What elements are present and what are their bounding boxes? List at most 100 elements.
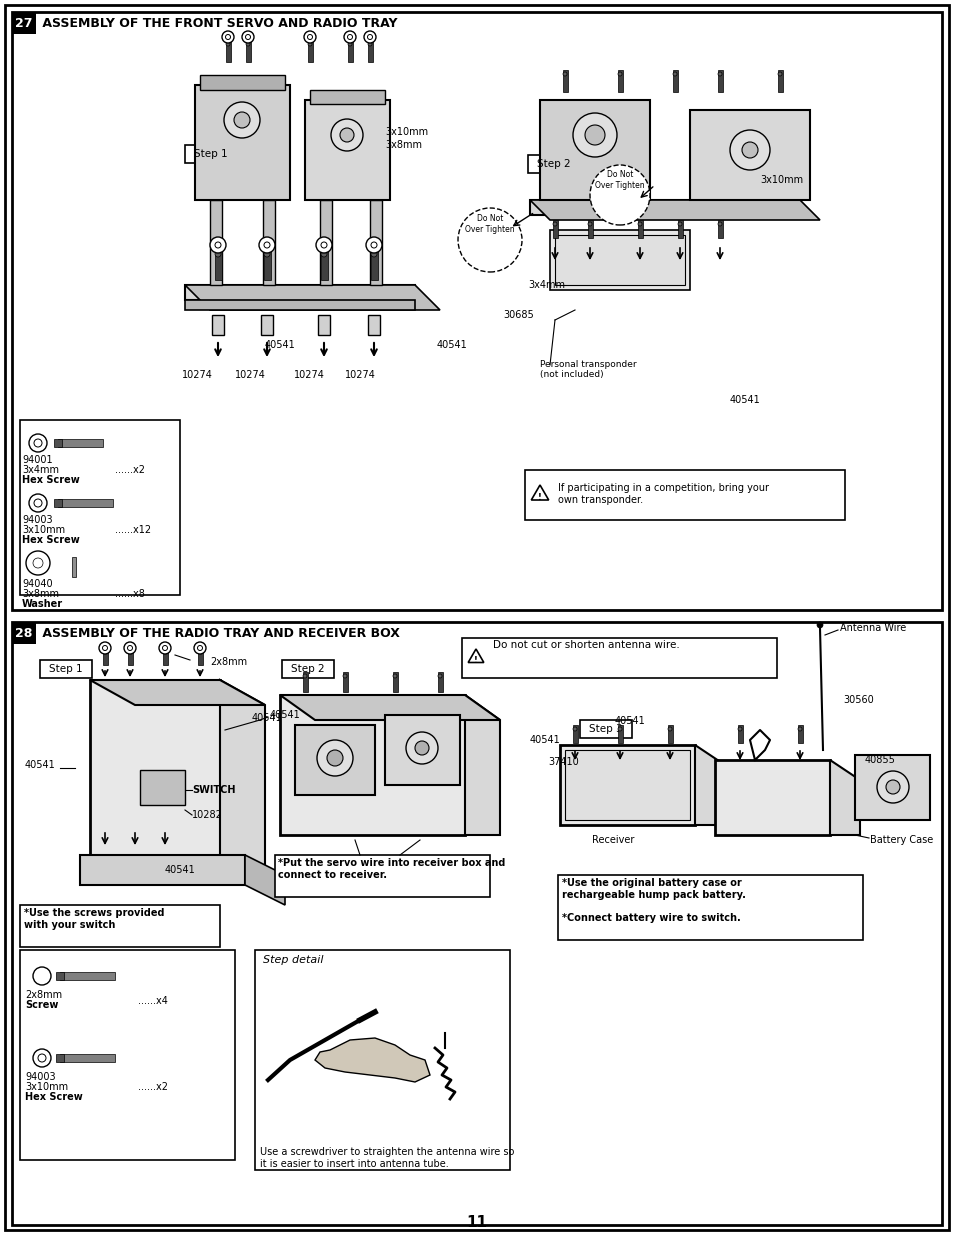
Bar <box>163 643 168 664</box>
Circle shape <box>367 35 372 40</box>
Circle shape <box>316 740 353 776</box>
Text: Washer: Washer <box>22 599 63 609</box>
Bar <box>738 725 742 743</box>
Bar <box>524 471 844 520</box>
Text: Antenna Wire: Antenna Wire <box>840 622 905 634</box>
Bar <box>194 85 290 200</box>
Text: Step 3: Step 3 <box>589 724 622 734</box>
Circle shape <box>339 128 354 142</box>
Polygon shape <box>90 680 265 705</box>
Bar <box>90 680 220 881</box>
Circle shape <box>124 642 136 655</box>
Bar <box>368 40 373 62</box>
Circle shape <box>245 35 251 40</box>
Bar <box>282 659 334 678</box>
Circle shape <box>33 558 43 568</box>
Text: 40541: 40541 <box>252 713 282 722</box>
Circle shape <box>264 242 270 248</box>
Circle shape <box>307 35 313 40</box>
Circle shape <box>99 642 111 655</box>
Bar <box>368 315 379 335</box>
Bar <box>638 220 642 238</box>
Circle shape <box>348 42 352 46</box>
Bar <box>348 40 353 62</box>
Text: 40541: 40541 <box>436 340 467 350</box>
Circle shape <box>562 72 566 77</box>
Circle shape <box>638 222 641 226</box>
Circle shape <box>26 551 50 576</box>
Bar <box>56 972 64 981</box>
Text: ......x2: ......x2 <box>138 1082 168 1092</box>
Circle shape <box>797 727 801 731</box>
Text: 94040: 94040 <box>22 579 52 589</box>
Text: Step 1: Step 1 <box>50 664 83 674</box>
Circle shape <box>225 35 231 40</box>
Bar <box>550 230 689 290</box>
Circle shape <box>347 35 352 40</box>
Bar <box>263 200 274 285</box>
Bar <box>246 40 251 62</box>
Circle shape <box>718 72 721 77</box>
Circle shape <box>678 222 681 226</box>
Circle shape <box>128 645 132 650</box>
Text: ......x12: ......x12 <box>115 525 151 535</box>
Text: 3x8mm: 3x8mm <box>22 589 59 599</box>
Text: *Put the servo wire into receiver box and
connect to receiver.: *Put the servo wire into receiver box an… <box>277 858 505 879</box>
Circle shape <box>371 251 376 257</box>
Bar <box>185 144 236 163</box>
Bar <box>294 725 375 795</box>
Circle shape <box>34 499 42 508</box>
Bar <box>308 40 313 62</box>
Circle shape <box>226 42 230 46</box>
Circle shape <box>38 1053 46 1062</box>
Circle shape <box>304 31 315 43</box>
Text: Step 1: Step 1 <box>194 149 228 159</box>
Circle shape <box>224 103 260 138</box>
Bar <box>12 12 36 35</box>
Bar <box>393 672 397 692</box>
Text: ......x4: ......x4 <box>138 995 168 1007</box>
Circle shape <box>303 674 307 678</box>
Circle shape <box>589 165 649 225</box>
Bar <box>437 672 442 692</box>
Bar <box>689 110 809 200</box>
Circle shape <box>103 645 107 650</box>
Bar <box>385 715 459 785</box>
Circle shape <box>741 142 758 158</box>
Circle shape <box>885 781 899 794</box>
Circle shape <box>159 642 171 655</box>
Text: 10274: 10274 <box>294 370 324 380</box>
Text: 40541: 40541 <box>165 864 195 876</box>
Text: 27: 27 <box>15 16 32 30</box>
Bar <box>370 200 381 285</box>
Circle shape <box>816 622 822 629</box>
Bar <box>587 220 593 238</box>
Text: 94001: 94001 <box>22 454 52 466</box>
Bar <box>12 622 36 643</box>
Text: Receiver: Receiver <box>591 835 634 845</box>
Circle shape <box>214 242 221 248</box>
Bar <box>320 249 328 280</box>
Text: 40541: 40541 <box>25 760 55 769</box>
Text: Do Not
Over Tighten: Do Not Over Tighten <box>465 215 515 233</box>
Circle shape <box>33 1049 51 1067</box>
Bar <box>54 438 62 447</box>
Circle shape <box>393 674 396 678</box>
Circle shape <box>198 645 202 650</box>
Bar <box>559 745 695 825</box>
Bar <box>210 200 222 285</box>
Text: Step 2: Step 2 <box>291 664 324 674</box>
Bar <box>103 643 108 664</box>
Bar <box>58 438 103 447</box>
Bar <box>54 499 62 508</box>
Text: Hex Screw: Hex Screw <box>22 535 80 545</box>
Circle shape <box>573 727 577 731</box>
Circle shape <box>193 642 206 655</box>
Text: *Use the original battery case or
rechargeable hump pack battery.

*Connect batt: *Use the original battery case or rechar… <box>561 878 745 923</box>
Bar <box>555 235 684 285</box>
Circle shape <box>672 72 677 77</box>
Bar <box>274 855 490 897</box>
Text: 10274: 10274 <box>344 370 375 380</box>
Bar <box>128 643 132 664</box>
Text: 40541: 40541 <box>729 395 760 405</box>
